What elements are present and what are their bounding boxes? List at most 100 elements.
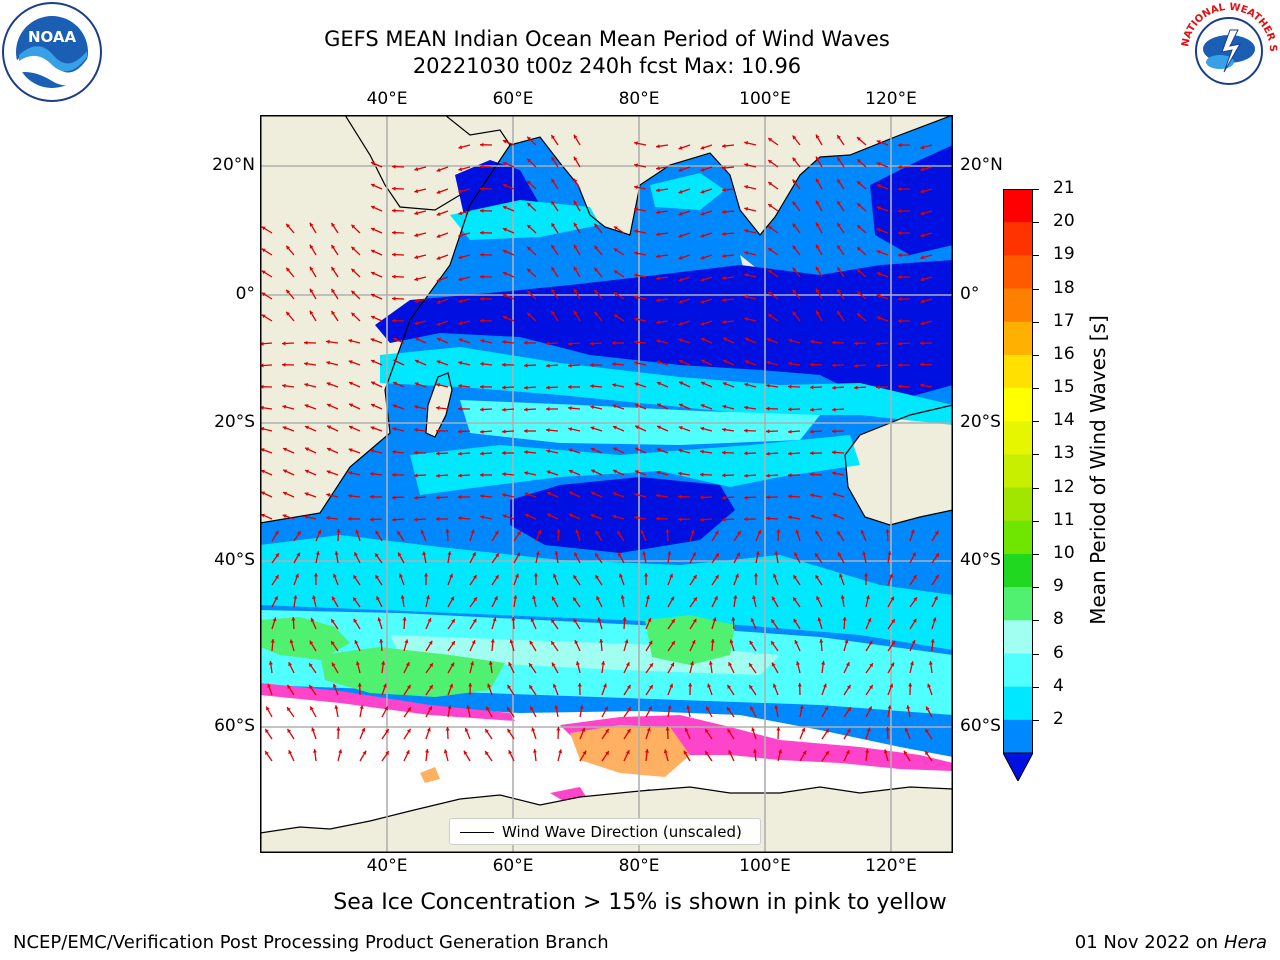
wave-direction-arrowhead (656, 188, 660, 193)
wave-direction-arrowhead (309, 663, 313, 668)
wave-direction-arrowhead (392, 495, 396, 500)
wave-direction-arrowhead (422, 551, 427, 556)
wave-direction-arrowhead (502, 183, 507, 188)
wave-direction-arrowhead (635, 447, 639, 452)
wave-direction-arrowhead (876, 272, 881, 276)
lon-tick-bottom: 40°E (366, 856, 408, 876)
wave-direction-arrowhead (920, 255, 925, 260)
wave-direction-arrowhead (700, 495, 704, 500)
wave-direction-arrowhead (260, 341, 264, 346)
wave-direction-arrowhead (507, 684, 512, 689)
lat-tick-left: 20°S (214, 412, 255, 432)
wave-direction-arrowhead (648, 706, 652, 711)
wave-direction-arrowhead (624, 639, 629, 644)
wave-direction-arrowhead (261, 469, 265, 474)
wave-direction-arrowhead (727, 684, 732, 689)
wave-direction-arrowhead (766, 429, 770, 434)
wave-direction-arrowhead (766, 406, 770, 411)
wave-direction-arrowhead (287, 728, 292, 733)
wave-direction-arrowhead (495, 553, 499, 558)
wave-direction-arrowhead (857, 291, 861, 295)
wave-direction-arrowhead (857, 313, 861, 317)
wave-direction-arrowhead (326, 382, 331, 386)
wave-direction-arrowhead (657, 403, 662, 408)
wave-direction-arrowhead (546, 428, 550, 433)
wave-direction-arrowhead (392, 472, 396, 477)
wave-direction-arrowhead (920, 362, 924, 367)
wave-direction-arrowhead (573, 134, 578, 139)
wave-direction-arrowhead (449, 683, 454, 688)
wave-direction-arrowhead (480, 186, 484, 191)
wave-direction-arrowhead (824, 706, 828, 711)
wave-direction-arrowhead (620, 595, 625, 599)
wave-direction-arrowhead (480, 384, 484, 389)
wave-direction-arrowhead (458, 299, 463, 304)
wave-direction-arrowhead (414, 255, 419, 260)
wave-direction-arrowhead (349, 425, 353, 430)
wave-direction-arrowhead (472, 618, 477, 623)
wave-direction-arrowhead (692, 618, 697, 623)
wave-direction-arrowhead (370, 471, 374, 476)
wave-direction-arrowhead (370, 494, 374, 499)
colorbar-cell (1003, 255, 1033, 290)
coastline-red-sea (344, 115, 461, 211)
wave-direction-arrowhead (551, 641, 555, 646)
wave-direction-arrowhead (876, 385, 880, 390)
wave-direction-arrowhead (573, 244, 578, 249)
wave-direction-arrowhead (414, 277, 419, 282)
coastline (260, 115, 953, 524)
wave-direction-arrowhead (351, 268, 356, 273)
wave-direction-arrowhead (392, 230, 396, 235)
wave-direction-arrowhead (634, 295, 638, 300)
wave-direction-arrowhead (727, 728, 732, 733)
wave-direction-arrowhead (546, 341, 550, 346)
wave-direction-arrowhead (312, 595, 317, 600)
wave-direction-arrowhead (480, 515, 485, 520)
wave-direction-arrowhead (590, 362, 594, 368)
colorbar-cell (1003, 321, 1033, 356)
wave-direction-arrowhead (502, 205, 507, 210)
ocean-region (260, 617, 350, 660)
legend-label: Wind Wave Direction (unscaled) (502, 823, 742, 841)
wave-direction-arrowhead (612, 340, 616, 346)
wave-direction-arrowhead (599, 639, 604, 643)
wave-direction-arrowhead (854, 363, 858, 368)
wave-direction-arrowhead (656, 298, 660, 303)
wave-direction-arrowhead (745, 337, 749, 342)
wave-direction-arrowhead (925, 729, 929, 733)
wave-direction-arrowhead (810, 493, 814, 498)
wave-direction-arrowhead (912, 552, 916, 557)
lat-tick-right: 40°S (960, 550, 1001, 570)
wave-direction-arrowhead (414, 321, 419, 326)
wave-direction-arrowhead (768, 160, 773, 164)
lat-tick-left: 40°S (214, 550, 255, 570)
wave-direction-arrowhead (913, 597, 917, 602)
wave-direction-arrowhead (612, 362, 616, 367)
wave-direction-arrowhead (569, 513, 573, 518)
wave-direction-arrowhead (296, 552, 300, 557)
wave-direction-arrowhead (427, 618, 432, 622)
wave-direction-arrowhead (613, 292, 618, 297)
wave-direction-arrowhead (546, 363, 550, 368)
colorbar-tick-mark (1033, 686, 1039, 688)
wave-direction-arrowhead (737, 531, 741, 536)
wave-direction-arrowhead (445, 529, 450, 533)
wave-direction-arrowhead (473, 575, 477, 579)
wave-direction-arrowhead (667, 705, 672, 709)
wave-direction-arrowhead (552, 683, 557, 688)
wave-direction-arrowhead (283, 447, 287, 452)
wave-direction-arrowhead (911, 640, 916, 644)
wave-direction-arrowhead (656, 320, 660, 325)
wave-direction-arrowhead (304, 340, 308, 345)
wave-direction-arrowhead (551, 223, 555, 227)
colorbar-cell (1003, 653, 1033, 688)
wave-direction-arrowhead (392, 164, 396, 169)
wave-direction-arrowhead (832, 340, 836, 345)
wave-direction-arrowhead (688, 683, 693, 687)
wave-direction-arrowhead (286, 267, 291, 272)
wave-direction-arrowhead (282, 404, 287, 409)
wave-direction-arrowhead (768, 138, 773, 142)
wave-direction-arrowhead (551, 245, 555, 249)
wave-direction-arrowhead (458, 361, 463, 365)
wave-direction-arrowhead (605, 729, 609, 733)
